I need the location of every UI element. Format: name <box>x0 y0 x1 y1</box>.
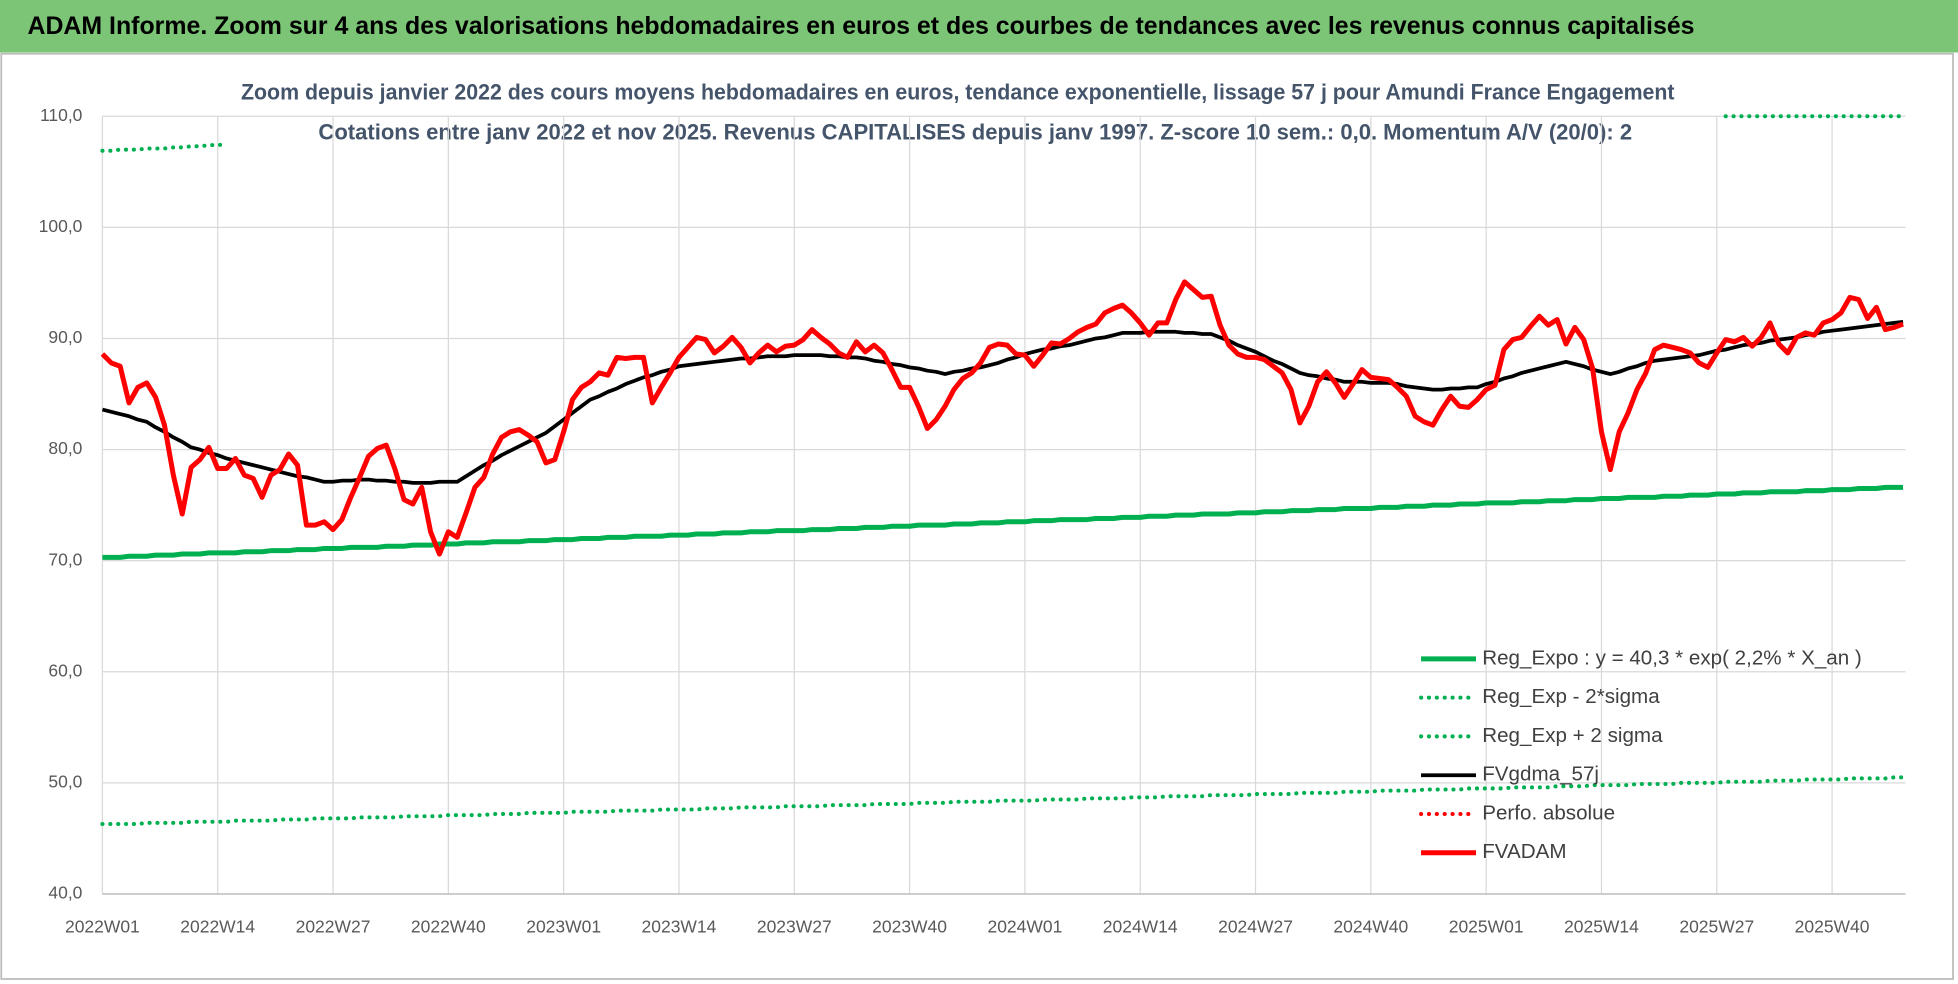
series-line <box>100 279 1904 557</box>
x-tick-label: 2023W40 <box>872 916 947 936</box>
y-tick-label: 100,0 <box>39 216 83 236</box>
x-tick-label: 2025W01 <box>1449 916 1524 936</box>
x-tick-label: 2023W14 <box>642 916 717 936</box>
legend-label: Reg_Expo : y = 40,3 * exp( 2,2% * X_an ) <box>1482 646 1862 669</box>
series-line <box>102 484 1904 560</box>
x-tick-label: 2023W01 <box>526 916 601 936</box>
legend-label: Perfo. absolue <box>1482 801 1615 824</box>
y-tick-label: 60,0 <box>48 660 82 680</box>
y-tick-label: 50,0 <box>48 771 82 791</box>
chart-subtitle: Cotations entre janv 2022 et nov 2025. R… <box>318 120 1632 145</box>
header-bar <box>0 0 1958 53</box>
legend-label: FVgdma_57j <box>1482 763 1599 786</box>
x-tick-label: 2022W14 <box>180 916 255 936</box>
x-tick-label: 2025W14 <box>1564 916 1639 936</box>
x-tick-label: 2022W27 <box>296 916 371 936</box>
x-tick-label: 2025W27 <box>1679 916 1754 936</box>
x-tick-label: 2024W01 <box>987 916 1062 936</box>
x-tick-label: 2023W27 <box>757 916 832 936</box>
y-tick-label: 110,0 <box>40 105 83 125</box>
frame <box>0 52 1954 980</box>
series-line <box>100 775 1906 826</box>
legend-label: Reg_Exp - 2*sigma <box>1482 685 1660 708</box>
x-tick-label: 2022W01 <box>65 916 140 936</box>
x-tick-label: 2024W27 <box>1218 916 1293 936</box>
chart-subtitle: Zoom depuis janvier 2022 des cours moyen… <box>241 80 1675 105</box>
series-line <box>101 319 1904 485</box>
legend-label: Reg_Exp + 2 sigma <box>1482 724 1663 747</box>
x-tick-label: 2025W40 <box>1795 916 1870 936</box>
header-title: ADAM Informe. Zoom sur 4 ans des valoris… <box>27 12 1694 40</box>
x-tick-label: 2024W14 <box>1103 916 1178 936</box>
y-tick-label: 40,0 <box>48 883 82 903</box>
x-tick-label: 2022W40 <box>411 916 486 936</box>
x-tick-label: 2024W40 <box>1333 916 1408 936</box>
y-tick-label: 70,0 <box>48 549 82 569</box>
series-line <box>100 114 1906 153</box>
legend-label: FVADAM <box>1482 840 1566 863</box>
y-tick-label: 80,0 <box>48 438 82 458</box>
y-tick-label: 90,0 <box>48 327 82 347</box>
